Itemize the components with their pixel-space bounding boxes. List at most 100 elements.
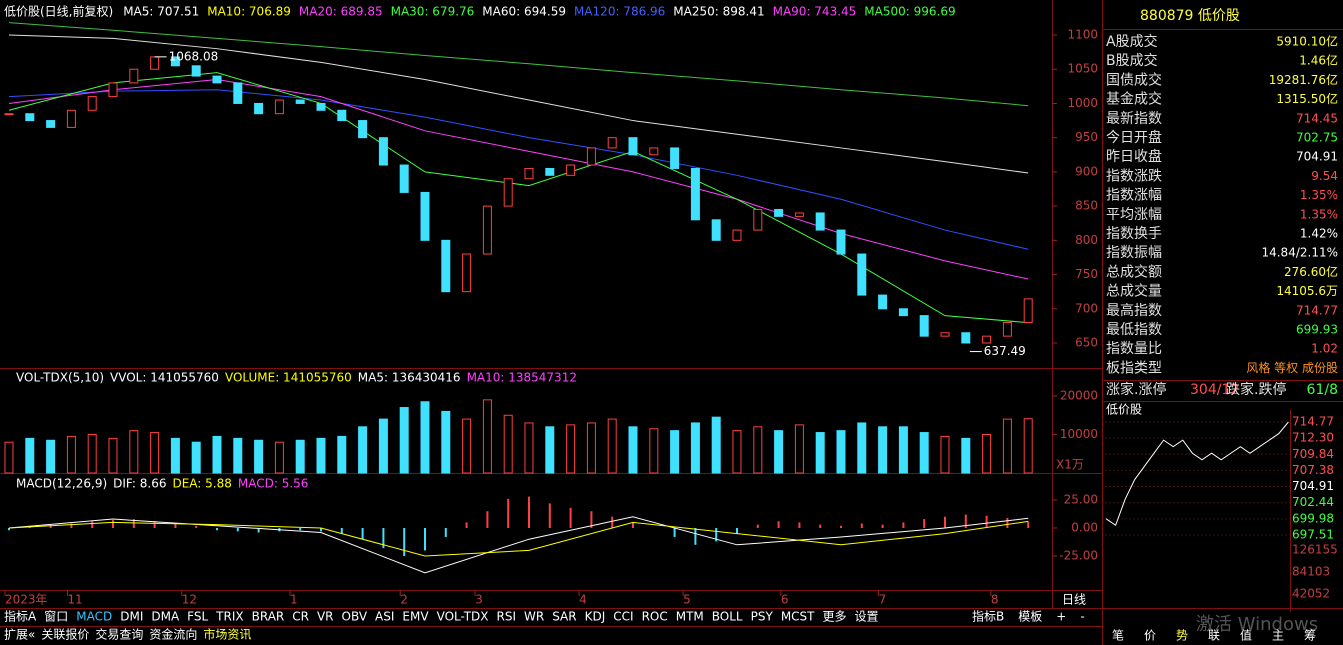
tab[interactable]: KDJ [585, 610, 606, 624]
tab[interactable]: ASI [375, 610, 394, 624]
y-tick-label: 702.44 [1292, 495, 1334, 509]
y-tick-label: 850 [1075, 199, 1098, 213]
tab[interactable]: 扩展« [4, 628, 35, 642]
tab[interactable]: FSL [187, 610, 208, 624]
y-tick-label: 697.51 [1292, 528, 1334, 542]
tab[interactable]: OBV [342, 610, 368, 624]
tab[interactable]: BRAR [252, 610, 285, 624]
tab[interactable]: CR [292, 610, 309, 624]
tab[interactable]: 设置 [855, 610, 879, 624]
candle [774, 209, 784, 217]
candle [337, 109, 347, 122]
candle [170, 56, 180, 67]
tab[interactable]: VR [317, 610, 334, 624]
tab[interactable]: SAR [552, 610, 576, 624]
tab[interactable]: DMA [151, 610, 180, 624]
tab[interactable]: 关联报价 [41, 627, 89, 642]
volume-bar [441, 410, 451, 474]
tab[interactable]: 更多 [823, 610, 847, 624]
tab[interactable]: 模板 [1018, 610, 1042, 624]
y-tick-label: 1100 [1067, 28, 1098, 42]
tab[interactable]: 市场资讯 [203, 627, 251, 642]
side-tab[interactable]: 联 [1208, 629, 1220, 643]
tab[interactable]: 交易查询 [95, 627, 143, 642]
tab[interactable]: CCI [613, 610, 633, 624]
tab[interactable]: WR [524, 610, 544, 624]
volume-bar [628, 426, 638, 474]
legend-item: VOL-TDX(5,10) [16, 371, 104, 385]
info-value: 1.35% [1300, 207, 1338, 221]
legend-item: DEA: 5.88 [172, 477, 231, 491]
candle [399, 164, 409, 193]
tab[interactable]: - [1080, 610, 1084, 624]
legend-item: MA60: 694.59 [482, 5, 566, 19]
tab[interactable]: 资金流向 [149, 627, 197, 642]
volume-bar [254, 439, 264, 474]
y-tick-label: 0.00 [1071, 521, 1098, 535]
info-label: 国债成交 [1106, 71, 1162, 88]
candle [1023, 298, 1033, 323]
candle [961, 332, 971, 344]
candle [462, 253, 472, 293]
legend-item: MA120: 786.96 [574, 5, 665, 19]
tab[interactable]: PSY [751, 610, 774, 624]
tab[interactable]: ROC [642, 610, 668, 624]
axis-unit: X1万 [1056, 458, 1084, 472]
legend-item: VOLUME: 141055760 [225, 371, 352, 385]
side-tab[interactable]: 值 [1240, 628, 1252, 643]
y-tick-label: 714.77 [1292, 415, 1334, 429]
volume-bar [878, 426, 888, 474]
candle [378, 137, 388, 166]
tab[interactable]: TRIX [215, 610, 243, 624]
volume-bar [233, 437, 243, 474]
side-tab[interactable]: 筹 [1304, 629, 1316, 643]
candle [191, 65, 201, 77]
tab[interactable]: MCST [781, 610, 815, 624]
tab[interactable]: + [1056, 610, 1066, 624]
panel-title: 880879 低价股 [1140, 8, 1240, 24]
candle [566, 164, 576, 176]
y-tick-label: 650 [1075, 336, 1098, 350]
volume-bar [420, 401, 430, 474]
info-label: 指数涨幅 [1106, 188, 1162, 204]
y-tick-label: 20000 [1060, 389, 1098, 403]
volume-bar [815, 432, 825, 474]
y-tick-label: 707.38 [1292, 463, 1334, 477]
tab[interactable]: MTM [676, 610, 704, 624]
candle [150, 56, 160, 70]
tab[interactable]: MACD [76, 610, 112, 624]
candle [586, 147, 596, 166]
candle [628, 137, 638, 156]
candle [482, 205, 492, 255]
side-tab[interactable]: 价 [1144, 629, 1156, 643]
tab[interactable]: RSI [497, 610, 517, 624]
candle [940, 332, 950, 337]
volume-bar [25, 437, 35, 474]
legend-item: MA5: 136430416 [358, 371, 461, 385]
side-tab[interactable]: 势 [1176, 629, 1188, 643]
candle [670, 147, 680, 169]
info-value: 1315.50亿 [1276, 91, 1338, 106]
tab[interactable]: VOL-TDX [437, 610, 489, 624]
candle [836, 229, 846, 255]
tab[interactable]: EMV [402, 610, 429, 624]
volume-bar [337, 435, 347, 474]
tab[interactable]: BOLL [712, 610, 743, 624]
tab[interactable]: DMI [120, 610, 143, 624]
candle [878, 294, 888, 310]
annotation: 1068.08 [169, 49, 219, 63]
side-tab[interactable]: 笔 [1112, 628, 1124, 643]
tab[interactable]: 指标B [972, 609, 1004, 624]
side-tab[interactable]: 主 [1272, 629, 1284, 643]
legend-item: MA10: 706.89 [207, 5, 291, 19]
tab[interactable]: 指标A [4, 609, 37, 624]
volume-bar [545, 426, 555, 474]
info-label: 最高指数 [1106, 302, 1162, 319]
tab[interactable]: 窗口 [44, 610, 68, 624]
info-value: 1.42% [1300, 227, 1338, 241]
candle [545, 167, 555, 176]
info-label: 昨日收盘 [1106, 148, 1162, 165]
volume-bar [982, 434, 992, 474]
info-label: 总成交量 [1106, 283, 1162, 300]
